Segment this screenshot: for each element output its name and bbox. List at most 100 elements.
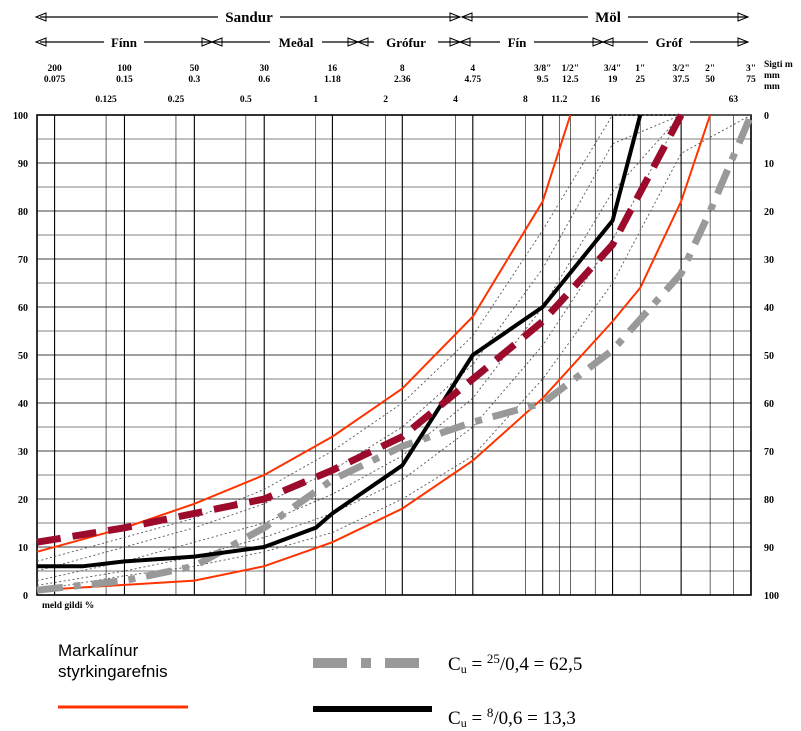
y-tick-left: 30	[18, 447, 28, 458]
right-title-3: mm	[764, 82, 780, 92]
black-curve	[37, 114, 643, 569]
y-tick-right: 80	[764, 495, 774, 506]
maroon-dashed-curve	[36, 113, 685, 546]
sieve-labels: 2000.0751000.15500.3300.6161.1882.3644.7…	[44, 64, 756, 105]
cu2-c: C	[448, 708, 461, 729]
sieve-no-label: 3/2"	[672, 64, 689, 74]
y-tick-right: 40	[764, 303, 774, 314]
subgroup-grof: Gróf	[656, 35, 683, 50]
sieve-mm-label: 75	[746, 75, 756, 85]
sieve-no-label: 1"	[635, 64, 645, 74]
series-layer	[36, 113, 755, 594]
legend-spec-line2: styrkingarefnis	[58, 662, 168, 681]
sieve-mm-label-lower: 2	[383, 95, 388, 105]
sieve-mm-label: 4.75	[464, 75, 481, 85]
sieve-no-label: 16	[328, 64, 338, 74]
sieve-mm-label-lower: 16	[590, 95, 600, 105]
sieve-mm-label: 19	[608, 75, 618, 85]
sieve-no-label: 3/4"	[604, 64, 621, 74]
cu1-sub: u	[460, 662, 467, 676]
subgroup-finn: Fínn	[111, 35, 138, 50]
sieve-no-label: 200	[47, 64, 62, 74]
y-tick-right: 70	[764, 447, 774, 458]
sieve-mm-label: 9.5	[537, 75, 549, 85]
y-tick-left: 20	[18, 495, 28, 506]
sieve-no-label: 1/2"	[562, 64, 579, 74]
sieve-no-label: 3"	[746, 64, 756, 74]
sieve-mm-label: 12.5	[562, 75, 579, 85]
sieve-no-label: 4	[470, 64, 475, 74]
y-tick-right: 100	[764, 591, 779, 602]
legend-spec-line1: Markalínur	[58, 641, 139, 660]
sieve-mm-label-lower: 0.25	[168, 95, 185, 105]
cu1-c: C	[448, 654, 461, 675]
cu1-num: 25	[486, 651, 500, 666]
right-title-1: Sigti m	[764, 60, 793, 70]
spec-limit-curve	[36, 114, 572, 553]
cu2-num: 8	[486, 705, 494, 720]
subgroup-medal: Meðal	[279, 35, 314, 50]
sieve-mm-label: 0.3	[188, 75, 200, 85]
spec-limit-curve	[36, 114, 712, 592]
sieve-mm-label: 25	[635, 75, 645, 85]
y-tick-left: 80	[18, 207, 28, 218]
cu2-formula: Cu = 8/0,6 = 13,3	[448, 705, 576, 731]
y-tick-left: 50	[18, 351, 28, 362]
sieve-mm-label-lower: 0.5	[240, 95, 252, 105]
y-tick-left: 40	[18, 399, 28, 410]
sieve-mm-label-lower: 0.125	[95, 95, 117, 105]
subgroup-grofur: Grófur	[386, 35, 426, 50]
cu2-eq: =	[466, 708, 487, 729]
guide-curve	[36, 114, 751, 582]
y-tick-left: 100	[13, 111, 28, 122]
sieve-mm-label-lower: 11.2	[551, 95, 567, 105]
sieve-no-label: 2"	[705, 64, 715, 74]
sieve-mm-label-lower: 4	[453, 95, 458, 105]
y-tick-left: 10	[18, 543, 28, 554]
y-tick-right: 50	[764, 351, 774, 362]
header-mol: Möl	[595, 10, 621, 26]
sieve-mm-label-lower: 63	[729, 95, 739, 105]
gray-dashdot-curve	[36, 113, 755, 594]
y-tick-left: 0	[23, 591, 28, 602]
sieve-mm-label: 37.5	[673, 75, 690, 85]
sieve-no-label: 30	[259, 64, 269, 74]
cu2-rest: /0,6 = 13,3	[493, 708, 576, 729]
sieve-no-label: 3/8"	[534, 64, 551, 74]
y-tick-right: 10	[764, 159, 774, 170]
right-title-2: mm	[764, 71, 780, 81]
chart-grid	[36, 114, 752, 596]
legend-spec-label: Markalínur styrkingarefnis	[58, 640, 168, 682]
y-tick-left: 70	[18, 255, 28, 266]
right-axis-title: Sigti m mm mm	[764, 60, 793, 92]
y-tick-left: 90	[18, 159, 28, 170]
sieve-mm-label: 1.18	[324, 75, 341, 85]
y-tick-right: 20	[764, 207, 774, 218]
cu1-formula: Cu = 25/0,4 = 62,5	[448, 651, 582, 677]
sieve-mm-label: 50	[705, 75, 715, 85]
sieve-mm-label: 0.15	[116, 75, 133, 85]
sieve-no-label: 8	[400, 64, 405, 74]
subgroup-fin: Fín	[508, 35, 528, 50]
cu1-rest: /0,4 = 62,5	[499, 654, 583, 675]
sieve-mm-label: 0.6	[258, 75, 270, 85]
y-tick-left: 60	[18, 303, 28, 314]
cu1-eq: =	[466, 654, 487, 675]
y-tick-right: 30	[764, 255, 774, 266]
sieve-mm-label: 0.075	[44, 75, 66, 85]
y-tick-right: 0	[764, 111, 769, 122]
header-sandur: Sandur	[225, 10, 273, 26]
cu2-sub: u	[460, 716, 467, 730]
sieve-mm-label-lower: 8	[523, 95, 528, 105]
guide-curve	[36, 114, 751, 562]
chart-header: Sandur Möl Fínn Meðal Grófur Fín Gróf	[34, 8, 750, 50]
sieve-mm-label-lower: 1	[313, 95, 318, 105]
y-tick-right: 90	[764, 543, 774, 554]
y-tick-right: 60	[764, 399, 774, 410]
sieve-mm-label: 2.36	[394, 75, 411, 85]
sieve-no-label: 50	[190, 64, 200, 74]
sieve-no-label: 100	[117, 64, 132, 74]
bottom-note: meld gildi %	[42, 601, 94, 611]
y-tick-labels: 1009080706050403020100010203040506070809…	[13, 111, 779, 602]
